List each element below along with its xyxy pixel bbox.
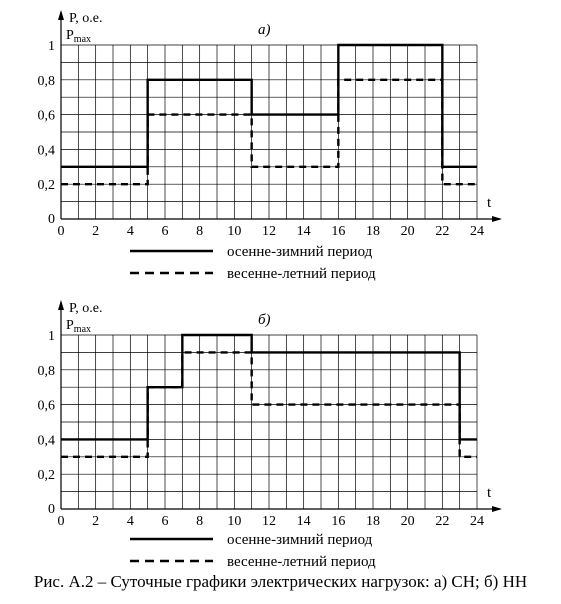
y-axis-arrow: [58, 300, 64, 310]
y-tick-label: 0,6: [38, 109, 56, 124]
y-axis-label-denominator: Pmax: [66, 28, 91, 45]
x-tick-label: 16: [331, 514, 345, 529]
x-tick-label: 22: [435, 514, 449, 529]
legend-label: весенне-летний период: [227, 266, 376, 282]
x-tick-label: 14: [297, 224, 311, 239]
legend-label: осенне-зимний период: [227, 532, 373, 548]
x-tick-label: 12: [262, 514, 276, 529]
x-tick-label: 4: [127, 224, 134, 239]
x-tick-label: 24: [470, 514, 484, 529]
y-tick-label: 0,4: [38, 433, 56, 448]
y-tick-label: 0,8: [38, 364, 56, 379]
y-axis-label: P, о.е.: [69, 301, 102, 316]
y-axis-label-denominator: Pmax: [66, 318, 91, 335]
series-line-dashed: [61, 351, 477, 458]
y-tick-label: 0,2: [38, 468, 56, 483]
x-tick-label: 18: [366, 514, 380, 529]
x-tick-label: 0: [58, 514, 65, 529]
x-tick-label: 0: [58, 224, 65, 239]
x-axis-arrow: [492, 506, 502, 512]
y-tick-label: 0,8: [38, 74, 56, 89]
legend-label: осенне-зимний период: [227, 244, 373, 260]
y-tick-label: 1: [48, 39, 55, 54]
x-tick-label: 2: [92, 514, 99, 529]
x-tick-label: 6: [162, 514, 169, 529]
x-tick-label: 10: [227, 224, 241, 239]
x-tick-label: 12: [262, 224, 276, 239]
panel-label: б): [258, 312, 271, 328]
y-tick-label: 0,4: [38, 143, 56, 158]
y-tick-label: 0,2: [38, 178, 56, 193]
x-tick-label: 6: [162, 224, 169, 239]
x-tick-label: 20: [401, 514, 415, 529]
x-tick-label: 2: [92, 224, 99, 239]
x-tick-label: 24: [470, 224, 484, 239]
panel-label: а): [258, 22, 271, 38]
x-tick-label: 8: [196, 224, 203, 239]
legend-label: весенне-летний период: [227, 554, 376, 570]
x-tick-label: 22: [435, 224, 449, 239]
figure-caption: Рис. А.2 – Суточные графики электрически…: [33, 572, 528, 591]
x-axis-label: t: [487, 195, 492, 211]
y-tick-label: 0: [48, 212, 55, 227]
x-tick-label: 10: [227, 514, 241, 529]
x-tick-label: 4: [127, 514, 134, 529]
series-line-dashed: [61, 78, 477, 186]
y-tick-label: 1: [48, 329, 55, 344]
x-tick-label: 20: [401, 224, 415, 239]
x-tick-label: 14: [297, 514, 311, 529]
y-tick-label: 0,6: [38, 399, 56, 414]
y-axis-label: P, о.е.: [69, 11, 102, 26]
x-axis-arrow: [492, 216, 502, 222]
x-tick-label: 8: [196, 514, 203, 529]
x-tick-label: 18: [366, 224, 380, 239]
x-axis-label: t: [487, 485, 492, 501]
series-line-solid: [61, 333, 477, 441]
x-tick-label: 16: [331, 224, 345, 239]
y-tick-label: 0: [48, 502, 55, 517]
y-axis-arrow: [58, 10, 64, 20]
